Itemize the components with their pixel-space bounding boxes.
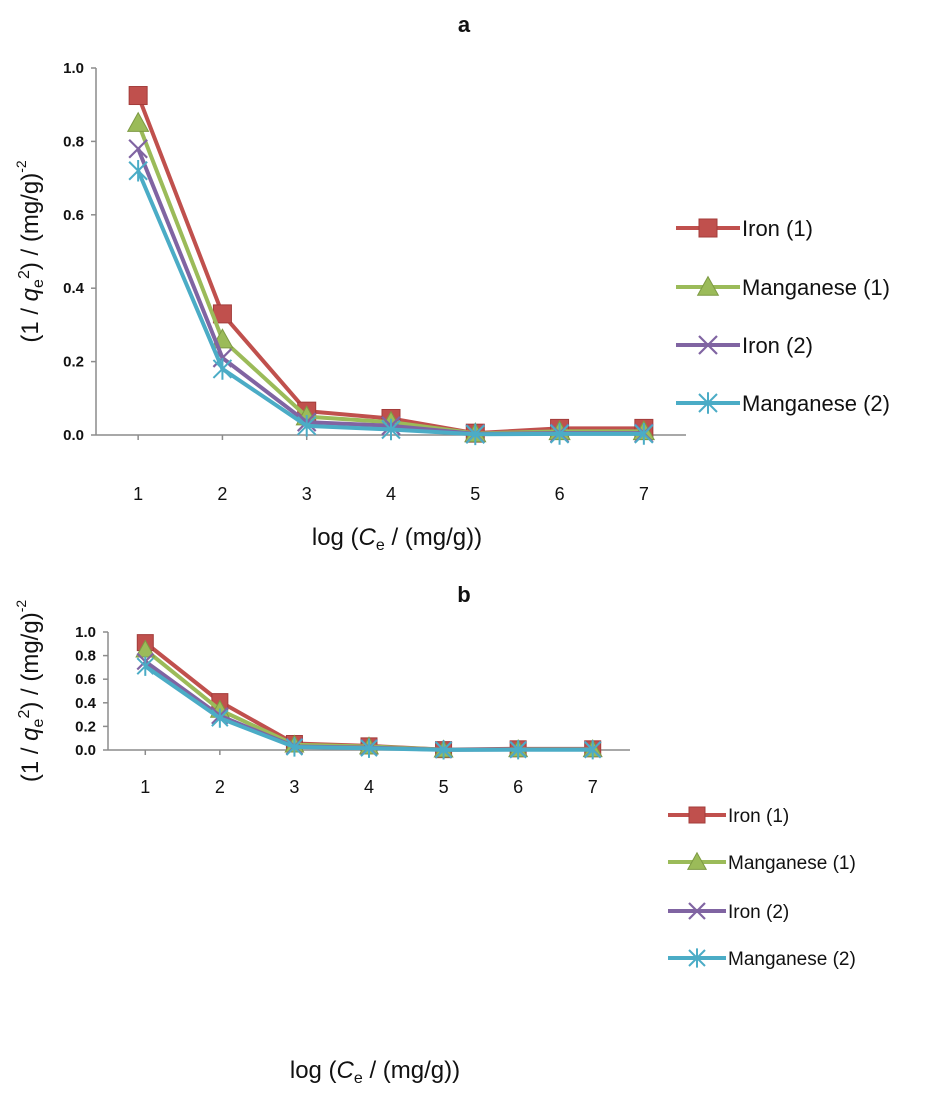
x-tick-label: 3	[302, 484, 312, 504]
data-point	[211, 708, 229, 728]
chart-panel-b: b 0.0 0.2 0.4 0.6 0.8 1.0 1 2 3 4 5 6 7 log (Ce / (mg/…	[13, 582, 856, 1087]
y-axis-label-sup2: -2	[13, 600, 29, 613]
legend-marker	[698, 392, 718, 414]
y-axis-label-sup: 2	[16, 270, 33, 279]
y-axis-label-sup2: -2	[13, 160, 29, 173]
series-group	[136, 656, 602, 760]
series-group	[128, 138, 654, 444]
y-tick-label: 1.0	[75, 624, 96, 641]
x-axis-label: log (Ce / (mg/g))	[312, 524, 482, 554]
series-line	[136, 94, 644, 436]
y-axis-label-mid: ) / (mg/g)	[17, 173, 44, 270]
y-axis-label-mid: ) / (mg/g)	[17, 612, 44, 709]
x-axis-label-pre: log (	[312, 524, 359, 551]
x-tick-label: 7	[639, 484, 649, 504]
data-point	[549, 423, 570, 445]
x-tick-label: 2	[217, 484, 227, 504]
series-line	[136, 169, 644, 437]
data-point	[509, 740, 527, 760]
x-tick-label: 4	[386, 484, 396, 504]
data-point	[128, 159, 148, 182]
legend-label: Manganese (2)	[728, 949, 856, 970]
chart-panel-a: a 0.0 0.2 0.4 0.6 0.8 1.0 1 2 3 4 5 6 7 log (Ce / (mg/…	[13, 12, 890, 554]
x-axis-label-italic: C	[359, 524, 377, 551]
data-point	[360, 738, 378, 758]
y-tick-label: 0.0	[63, 427, 84, 444]
legend-marker	[696, 275, 720, 296]
data-point	[128, 138, 148, 159]
x-axis-label-italic: C	[337, 1057, 355, 1084]
data-point	[126, 111, 150, 132]
x-axis-label-post: / (mg/g))	[363, 1057, 460, 1084]
y-axis-label-pre: (1 /	[17, 301, 44, 342]
data-point	[381, 418, 401, 441]
data-point	[285, 737, 304, 757]
legend-label: Iron (1)	[742, 216, 813, 241]
x-axis-label-sub: e	[376, 537, 385, 554]
y-axis-label-sup: 2	[16, 710, 33, 719]
x-tick-label: 2	[215, 777, 225, 797]
legend-marker	[688, 902, 706, 920]
x-tick-label: 5	[470, 484, 480, 504]
x-axis-label: log (Ce / (mg/g))	[290, 1057, 460, 1087]
x-axis-label-post: / (mg/g))	[385, 524, 482, 551]
x-tick-label: 1	[133, 484, 143, 504]
legend: Iron (1) Manganese (1) Iron (2) Manganese (…	[668, 806, 856, 970]
y-axis-label-italic: q	[17, 287, 44, 301]
y-tick-label: 1.0	[63, 60, 84, 77]
x-tick-label: 1	[140, 777, 150, 797]
data-point	[584, 740, 602, 760]
legend-label: Iron (2)	[742, 333, 813, 358]
panel-letter: b	[457, 582, 470, 607]
legend-marker	[698, 335, 718, 355]
legend-label: Iron (2)	[728, 902, 789, 923]
y-tick-label: 0.0	[75, 742, 96, 759]
legend-marker	[686, 851, 708, 870]
y-tick-label: 0.4	[63, 280, 85, 297]
data-point	[128, 86, 148, 106]
y-axis-label: (1 / qe2) / (mg/g)-2	[13, 160, 47, 343]
data-point	[434, 740, 453, 760]
y-tick-label: 0.8	[75, 648, 96, 665]
legend-label: Manganese (1)	[728, 853, 856, 874]
panel-letter: a	[458, 12, 471, 37]
legend: Iron (1) Manganese (1) Iron (2) Manganese (…	[676, 216, 890, 416]
x-tick-label: 5	[439, 777, 449, 797]
y-axis-label-italic: q	[17, 727, 44, 741]
series-group	[128, 159, 654, 446]
x-tick-label: 4	[364, 777, 374, 797]
data-point	[297, 415, 317, 437]
data-point	[465, 423, 485, 446]
y-tick-label: 0.6	[63, 207, 84, 224]
y-axis-label-sub: e	[30, 279, 47, 288]
x-tick-label: 7	[588, 777, 598, 797]
legend-marker	[688, 948, 706, 968]
legend-label: Manganese (1)	[742, 275, 890, 300]
x-axis-label-sub: e	[354, 1070, 363, 1087]
x-axis-label-pre: log (	[290, 1057, 337, 1084]
y-tick-label: 0.6	[75, 671, 96, 688]
x-tick-label: 3	[289, 777, 299, 797]
data-point	[634, 423, 654, 445]
series-group	[128, 86, 654, 443]
legend-marker	[688, 806, 706, 824]
y-tick-label: 0.8	[63, 133, 84, 150]
series-line	[136, 122, 644, 436]
legend-marker	[698, 218, 718, 238]
legend-label: Manganese (2)	[742, 391, 890, 416]
data-point	[136, 656, 154, 676]
y-axis-label: (1 / qe2) / (mg/g)-2	[13, 600, 47, 783]
x-tick-label: 6	[513, 777, 523, 797]
y-tick-label: 0.4	[75, 695, 97, 712]
y-axis-label-sub: e	[30, 718, 47, 727]
data-point	[212, 358, 233, 380]
y-axis-label-pre: (1 /	[17, 741, 44, 782]
x-tick-label: 6	[555, 484, 565, 504]
legend-label: Iron (1)	[728, 806, 789, 827]
y-tick-label: 0.2	[75, 718, 96, 735]
y-tick-label: 0.2	[63, 354, 84, 371]
